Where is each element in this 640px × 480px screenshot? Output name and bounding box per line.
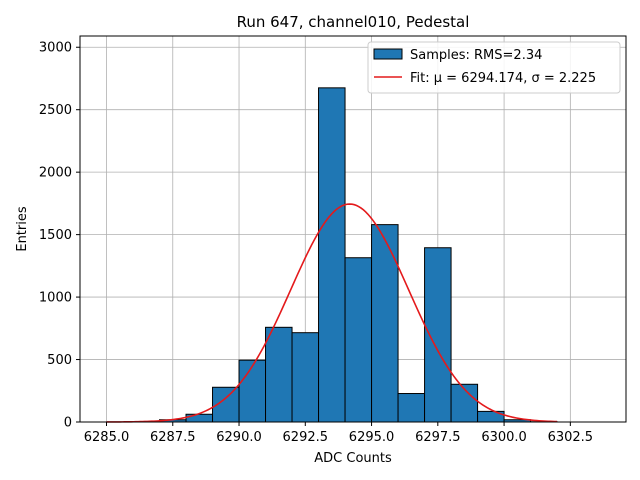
y-tick-label: 1500 — [39, 228, 72, 243]
y-tick-label: 3000 — [39, 41, 72, 56]
histogram-bar — [397, 393, 426, 423]
fit-curve — [106, 203, 558, 423]
histogram-bar — [291, 332, 320, 423]
y-tick-label: 500 — [47, 353, 72, 368]
x-tick-label: 6285.0 — [84, 430, 130, 445]
axes-frame — [79, 35, 627, 423]
y-tick-label: 2500 — [39, 103, 72, 118]
histogram-bar — [424, 247, 452, 423]
chart-title: Run 647, channel010, Pedestal — [237, 13, 470, 31]
y-tick-label: 1000 — [39, 291, 72, 306]
y-tick-label: 2000 — [39, 166, 72, 181]
x-tick-label: 6287.5 — [150, 430, 196, 445]
legend-histogram-label: Samples: RMS=2.34 — [410, 48, 542, 63]
y-tick-label: 0 — [64, 416, 72, 431]
histogram-bar — [185, 413, 214, 423]
x-tick-label: 6292.5 — [283, 430, 329, 445]
histogram-bar — [450, 383, 479, 423]
histogram-bar — [371, 224, 399, 423]
y-axis-ticks: 0 500 1000 1500 2000 2500 3000 — [39, 41, 80, 431]
legend-box — [367, 41, 621, 94]
legend-fit-label: Fit: μ = 6294.174, σ = 2.225 — [410, 71, 596, 86]
x-tick-label: 6297.5 — [415, 430, 461, 445]
x-tick-label: 6302.5 — [548, 430, 594, 445]
histogram-bar — [238, 359, 267, 423]
x-axis-ticks: 6285.0 6287.5 6290.0 6292.5 6295.0 6297.5 6300… — [84, 422, 593, 445]
y-axis-label: Entries — [15, 206, 30, 252]
x-tick-label: 6300.0 — [481, 430, 527, 445]
histogram-bar — [318, 87, 346, 423]
histogram-bar — [344, 257, 373, 423]
x-axis-label: ADC Counts — [314, 451, 392, 466]
legend-histogram-swatch — [373, 48, 403, 60]
x-tick-label: 6290.0 — [216, 430, 262, 445]
histogram-bar — [265, 326, 293, 423]
legend: Samples: RMS=2.34 Fit: μ = 6294.174, σ =… — [367, 41, 621, 94]
x-tick-label: 6295.0 — [349, 430, 395, 445]
